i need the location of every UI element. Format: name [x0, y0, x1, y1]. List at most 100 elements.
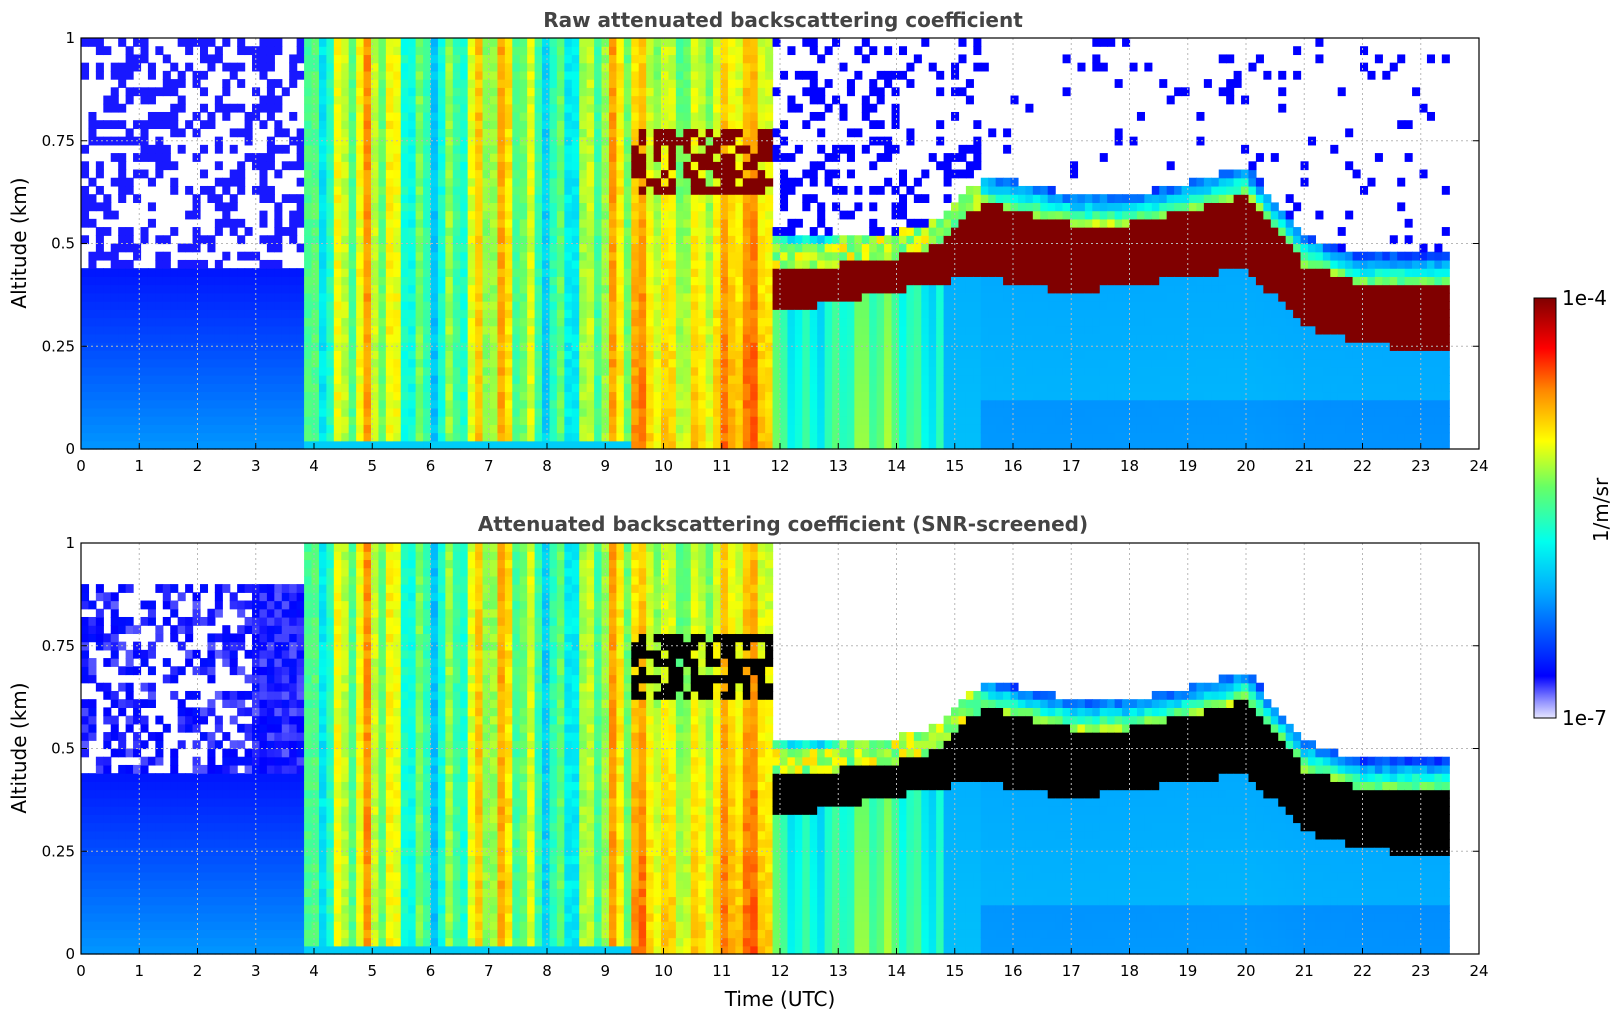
heatmap-cell: [110, 70, 119, 80]
heatmap-cell: [675, 70, 684, 80]
heatmap-cell: [467, 46, 476, 56]
heatmap-cell: [326, 292, 335, 302]
heatmap-cell: [713, 194, 722, 203]
heatmap-cell: [549, 46, 558, 56]
heatmap-cell: [936, 399, 945, 409]
heatmap-cell: [274, 202, 283, 212]
heatmap-cell: [445, 70, 454, 80]
heatmap-cell: [705, 342, 714, 351]
heatmap-cell: [304, 333, 313, 343]
heatmap-cell: [787, 309, 796, 319]
heatmap-cell: [423, 128, 432, 138]
heatmap-cell: [125, 177, 134, 187]
heatmap-cell: [757, 144, 766, 154]
heatmap-cell: [542, 276, 551, 286]
heatmap-cell: [385, 227, 394, 236]
heatmap-cell: [817, 268, 826, 277]
heatmap-cell: [311, 120, 320, 130]
heatmap-cell: [311, 153, 320, 162]
heatmap-cell: [653, 161, 662, 171]
heatmap-cell: [356, 407, 365, 417]
heatmap-cell: [683, 375, 692, 384]
heatmap-cell: [869, 227, 878, 236]
heatmap-cell: [110, 350, 119, 360]
heatmap-cell: [579, 54, 588, 64]
heatmap-cell: [214, 46, 223, 56]
heatmap-cell: [162, 391, 171, 401]
heatmap-cell: [579, 38, 588, 47]
heatmap-cell: [252, 325, 261, 335]
heatmap-cell: [928, 325, 937, 335]
heatmap-cell: [698, 399, 707, 409]
heatmap-cell: [601, 251, 610, 261]
heatmap-cell: [698, 103, 707, 113]
heatmap-cell: [423, 383, 432, 393]
heatmap-cell: [690, 259, 699, 269]
heatmap-cell: [742, 128, 751, 138]
heatmap-cell: [408, 210, 417, 220]
heatmap-cell: [646, 103, 655, 113]
heatmap-cell: [318, 79, 327, 88]
heatmap-cell: [787, 432, 796, 442]
heatmap-cell: [936, 416, 945, 425]
heatmap-cell: [854, 259, 863, 269]
heatmap-cell: [861, 333, 870, 343]
heatmap-cell: [772, 153, 781, 162]
heatmap-cell: [222, 399, 231, 409]
heatmap-cell: [475, 153, 484, 162]
heatmap-cell: [675, 103, 684, 113]
heatmap-cell: [608, 144, 618, 154]
heatmap-cell: [601, 111, 610, 121]
heatmap-cell: [787, 153, 796, 162]
heatmap-cell: [437, 440, 446, 450]
heatmap-cell: [564, 350, 573, 360]
heatmap-cell: [489, 38, 499, 47]
heatmap-cell: [913, 235, 922, 245]
heatmap-cell: [579, 185, 588, 195]
heatmap-cell: [110, 416, 119, 425]
heatmap-cell: [430, 407, 439, 417]
heatmap-cell: [527, 317, 536, 327]
heatmap-cell: [155, 399, 164, 409]
heatmap-cell: [266, 111, 275, 121]
heatmap-cell: [690, 276, 699, 286]
heatmap-cell: [237, 366, 246, 376]
heatmap-cell: [445, 235, 454, 245]
heatmap-cell: [475, 268, 484, 277]
heatmap-cell: [772, 292, 781, 302]
heatmap-cell: [534, 161, 543, 171]
heatmap-cell: [742, 358, 751, 368]
heatmap-cell: [698, 111, 707, 121]
heatmap-cell: [854, 342, 863, 351]
heatmap-cell: [475, 79, 484, 88]
heatmap-cell: [475, 177, 484, 187]
heatmap-cell: [794, 218, 803, 228]
heatmap-cell: [162, 317, 171, 327]
heatmap-cell: [504, 432, 513, 442]
heatmap-cell: [690, 169, 699, 179]
heatmap-cell: [103, 202, 112, 212]
heatmap-cell: [385, 333, 394, 343]
heatmap-cell: [445, 342, 454, 351]
heatmap-cell: [199, 259, 209, 269]
heatmap-cell: [928, 292, 937, 302]
heatmap-cell: [266, 358, 275, 368]
heatmap-cell: [274, 424, 283, 434]
heatmap-cell: [348, 194, 357, 203]
heatmap-cell: [564, 95, 573, 105]
heatmap-cell: [363, 54, 372, 64]
heatmap-cell: [661, 284, 670, 294]
heatmap-cell: [675, 235, 684, 245]
heatmap-cell: [735, 391, 744, 401]
heatmap-cell: [400, 333, 409, 343]
heatmap-cell: [333, 301, 342, 310]
heatmap-cell: [192, 210, 201, 220]
heatmap-cell: [155, 268, 164, 277]
heatmap-cell: [794, 70, 803, 80]
heatmap-cell: [341, 350, 350, 360]
heatmap-cell: [229, 301, 238, 310]
heatmap-cell: [467, 432, 476, 442]
heatmap-cell: [608, 333, 618, 343]
heatmap-cell: [274, 235, 283, 245]
heatmap-cell: [110, 259, 119, 269]
